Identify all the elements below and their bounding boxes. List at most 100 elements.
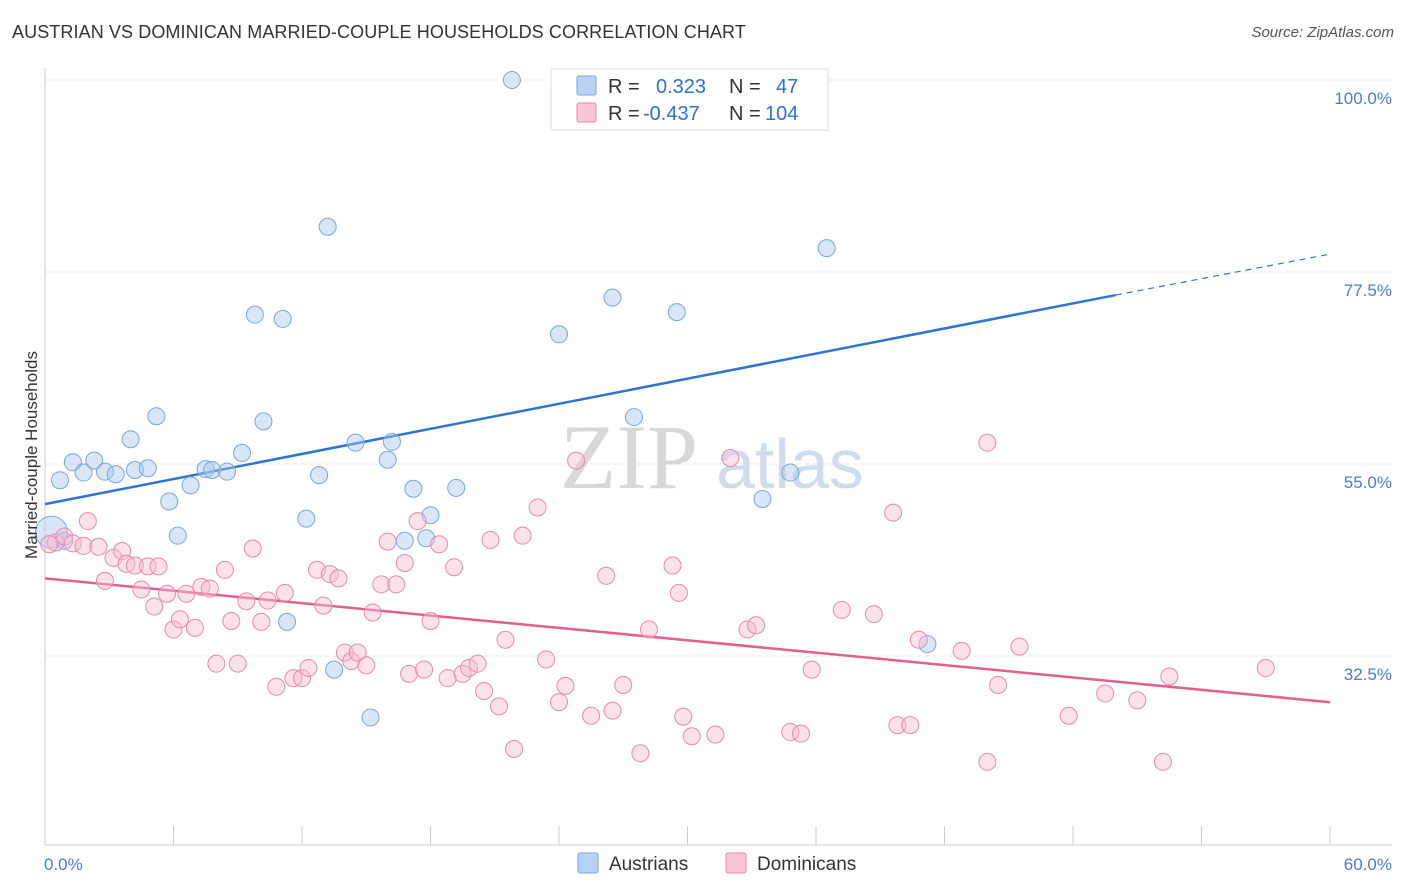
legend-n-label-1: N =	[729, 76, 761, 98]
point-dominicans	[357, 656, 376, 675]
point-dominicans	[550, 693, 568, 712]
point-dominicans	[40, 535, 59, 554]
y-tick-label: 77.5%	[1344, 281, 1392, 300]
point-dominicans	[430, 535, 449, 554]
point-dominicans	[1059, 706, 1078, 725]
point-dominicans	[603, 701, 622, 720]
point-dominicans	[496, 630, 515, 649]
legend-box: R = 0.323 N = 47 R = -0.437 N = 104	[550, 68, 829, 131]
point-austrians	[106, 465, 125, 484]
point-dominicans	[864, 605, 883, 624]
bottom-legend-label-austrians: Austrians	[609, 854, 688, 875]
point-austrians	[395, 531, 414, 550]
point-austrians	[74, 463, 93, 482]
point-dominicans	[528, 498, 547, 517]
point-dominicans	[252, 612, 271, 631]
point-dominicans	[125, 556, 144, 575]
legend-r-label-2: R =	[608, 103, 640, 125]
point-dominicans	[706, 725, 725, 744]
bottom-legend: Austrians Dominicans	[577, 852, 856, 875]
point-dominicans	[1256, 658, 1275, 677]
point-dominicans	[1160, 667, 1179, 686]
point-austrians	[361, 708, 380, 727]
point-dominicans	[747, 616, 766, 635]
point-dominicans	[400, 664, 419, 683]
point-dominicans	[74, 536, 93, 555]
point-dominicans	[207, 654, 226, 673]
point-dominicans	[95, 571, 114, 590]
point-dominicans	[363, 603, 382, 622]
point-austrians	[325, 660, 344, 679]
point-dominicans	[468, 654, 487, 673]
point-austrians	[34, 515, 68, 549]
point-dominicans	[669, 583, 688, 602]
point-dominicans	[89, 537, 108, 556]
point-dominicans	[460, 658, 479, 677]
x-tick-label-max: 60.0%	[1344, 855, 1392, 874]
point-dominicans	[200, 579, 219, 598]
point-austrians	[753, 489, 772, 508]
point-dominicans	[149, 557, 168, 576]
point-dominicans	[138, 557, 157, 576]
point-dominicans	[1096, 684, 1115, 703]
point-dominicans	[1010, 637, 1029, 656]
point-dominicans	[177, 584, 196, 603]
point-austrians	[273, 309, 292, 328]
trend-line-dominicans	[44, 577, 1331, 704]
point-dominicans	[378, 532, 397, 551]
point-dominicans	[215, 560, 234, 579]
point-dominicans	[293, 669, 311, 688]
point-dominicans	[582, 706, 601, 725]
point-dominicans	[567, 451, 586, 470]
point-austrians	[603, 288, 622, 307]
point-dominicans	[275, 583, 294, 602]
point-austrians	[233, 443, 252, 462]
point-dominicans	[445, 558, 464, 577]
point-dominicans	[978, 752, 997, 771]
point-dominicans	[674, 707, 693, 726]
x-tick-label-min: 0.0%	[44, 855, 83, 874]
point-austrians	[181, 476, 200, 495]
trend-line-austrians-extension	[1115, 253, 1331, 296]
data-points	[34, 71, 1275, 771]
point-dominicans	[682, 727, 701, 746]
point-dominicans	[738, 620, 757, 639]
point-austrians	[817, 239, 836, 258]
point-dominicans	[320, 565, 339, 584]
point-austrians	[297, 509, 316, 528]
point-dominicans	[158, 584, 177, 603]
point-austrians	[138, 459, 157, 478]
point-dominicans	[832, 600, 851, 619]
point-dominicans	[901, 716, 920, 735]
point-dominicans	[408, 512, 427, 531]
point-dominicans	[170, 610, 189, 629]
point-dominicans	[267, 677, 286, 696]
point-dominicans	[884, 503, 903, 522]
point-austrians	[781, 463, 800, 482]
point-austrians	[447, 478, 466, 497]
point-austrians	[310, 466, 329, 485]
y-axis-label: Married-couple Households	[22, 351, 41, 559]
bottom-legend-swatch-austrians	[577, 852, 599, 874]
point-dominicans	[721, 449, 740, 468]
point-dominicans	[1128, 691, 1147, 710]
point-dominicans	[614, 676, 633, 695]
point-dominicans	[438, 669, 457, 688]
point-austrians	[50, 471, 69, 490]
point-austrians	[550, 325, 568, 344]
axes	[44, 68, 1392, 846]
point-austrians	[95, 462, 114, 481]
point-austrians	[667, 303, 686, 322]
point-dominicans	[597, 566, 616, 585]
grid-lines	[45, 79, 1392, 657]
point-dominicans	[314, 596, 333, 615]
point-dominicans	[802, 660, 821, 679]
point-dominicans	[348, 643, 367, 662]
point-dominicans	[490, 697, 509, 716]
point-austrians	[254, 412, 273, 431]
point-dominicans	[164, 620, 183, 639]
point-dominicans	[663, 556, 682, 575]
point-dominicans	[228, 654, 247, 673]
point-dominicans	[639, 620, 658, 639]
point-austrians	[382, 432, 401, 451]
